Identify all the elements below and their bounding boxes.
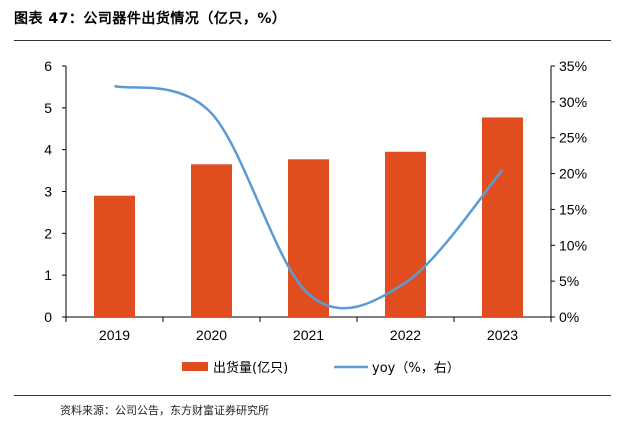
right-axis-tick-label: 25% — [559, 130, 587, 146]
right-axis-tick-label: 0% — [559, 309, 579, 325]
left-axis-tick-label: 2 — [44, 225, 52, 241]
x-axis-tick-label: 2022 — [390, 327, 421, 343]
bar — [288, 159, 329, 317]
source-note: 资料来源：公司公告，东方财富证券研究所 — [60, 404, 269, 417]
x-axis-tick-label: 2020 — [196, 327, 227, 343]
yoy-line — [114, 84, 504, 310]
right-axis-tick-label: 20% — [559, 166, 587, 182]
left-axis-tick-label: 0 — [44, 309, 52, 325]
right-axis-tick-label: 15% — [559, 201, 587, 217]
title-divider — [14, 40, 611, 41]
right-axis-tick-label: 10% — [559, 237, 587, 253]
left-axis-tick-label: 4 — [44, 142, 52, 158]
legend-bar-swatch — [182, 362, 208, 371]
left-axis-tick-label: 1 — [44, 267, 52, 283]
right-axis-tick-label: 30% — [559, 94, 587, 110]
left-axis-tick-label: 3 — [44, 184, 52, 200]
left-axis-tick-label: 6 — [44, 58, 52, 74]
bar — [385, 151, 426, 317]
legend-bar-label: 出货量(亿只) — [213, 360, 288, 376]
left-axis-tick-label: 5 — [44, 100, 52, 116]
chart-title: 图表 47：公司器件出货情况（亿只，%） — [14, 11, 287, 27]
right-axis-tick-label: 35% — [559, 58, 587, 74]
right-axis-tick-label: 5% — [559, 273, 579, 289]
footer-divider — [14, 395, 611, 396]
legend-line-label: yoy（%，右） — [372, 361, 460, 376]
x-axis-tick-label: 2021 — [293, 327, 324, 343]
bar — [94, 195, 135, 317]
bar — [482, 117, 523, 317]
x-axis-tick-label: 2023 — [487, 327, 518, 343]
x-axis-tick-label: 2019 — [99, 327, 130, 343]
bar — [191, 164, 232, 317]
